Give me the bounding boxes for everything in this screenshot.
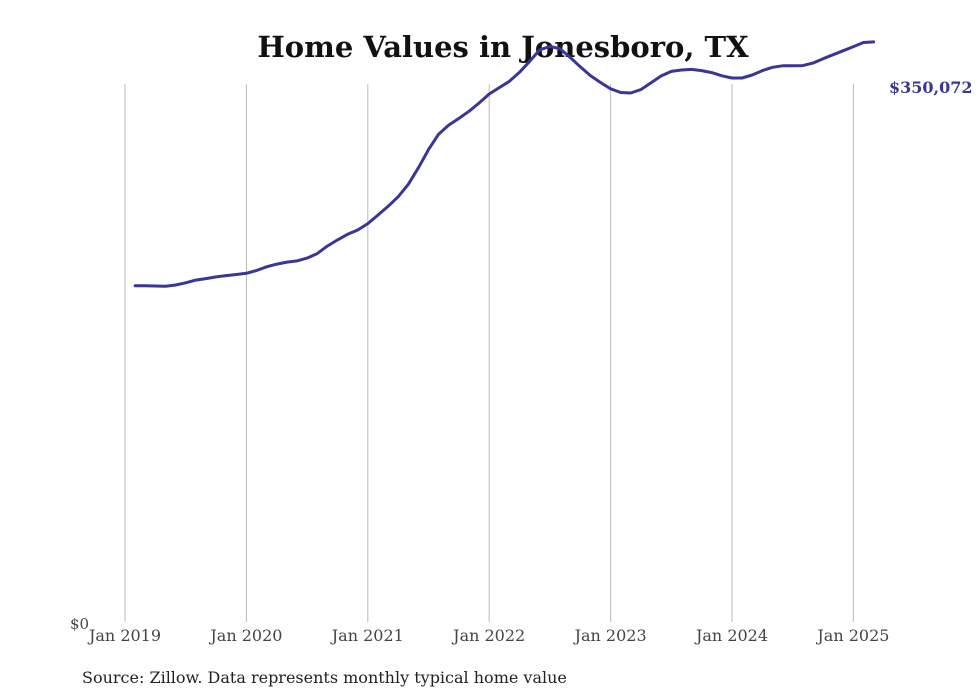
end-value-label: $350,072 [889, 78, 973, 97]
y-axis-zero-label: $0 [70, 615, 89, 633]
series-line [133, 40, 876, 288]
x-tick-label: Jan 2025 [815, 626, 889, 645]
grid-lines [124, 84, 854, 622]
x-tick-label: Jan 2022 [451, 626, 525, 645]
source-note: Source: Zillow. Data represents monthly … [82, 668, 567, 687]
x-axis-ticks: Jan 2019 Jan 2020 Jan 2021 Jan 2022 Jan 2023… [87, 626, 889, 645]
x-tick-label: Jan 2024 [694, 626, 768, 645]
x-tick-label: Jan 2020 [208, 626, 282, 645]
x-tick-label: Jan 2021 [330, 626, 404, 645]
chart-title: Home Values in Jonesboro, TX [257, 30, 749, 64]
x-tick-label: Jan 2019 [87, 626, 161, 645]
x-tick-label: Jan 2023 [573, 626, 647, 645]
